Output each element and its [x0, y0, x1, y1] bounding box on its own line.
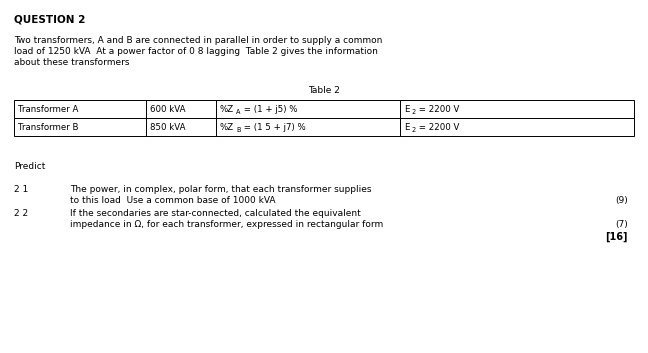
Text: = (1 5 + j7) %: = (1 5 + j7) % — [241, 122, 306, 132]
Text: QUESTION 2: QUESTION 2 — [14, 14, 86, 24]
Text: about these transformers: about these transformers — [14, 58, 130, 67]
Text: %Z: %Z — [220, 104, 234, 114]
Text: Two transformers, A and B are connected in parallel in order to supply a common: Two transformers, A and B are connected … — [14, 36, 382, 45]
Text: The power, in complex, polar form, that each transformer supplies: The power, in complex, polar form, that … — [70, 185, 371, 194]
Bar — [14, 100, 634, 136]
Text: 2: 2 — [411, 108, 415, 114]
Text: impedance in Ω, for each transformer, expressed in rectangular form: impedance in Ω, for each transformer, ex… — [70, 220, 383, 229]
Text: E: E — [404, 122, 410, 132]
Text: (7): (7) — [615, 220, 628, 229]
Text: Predict: Predict — [14, 162, 45, 171]
Text: Transformer B: Transformer B — [18, 122, 78, 132]
Text: to this load  Use a common base of 1000 kVA: to this load Use a common base of 1000 k… — [70, 196, 275, 205]
Text: E: E — [404, 104, 410, 114]
Text: = (1 + j5) %: = (1 + j5) % — [241, 104, 297, 114]
Text: %Z: %Z — [220, 122, 234, 132]
Text: = 2200 V: = 2200 V — [416, 122, 459, 132]
Text: (9): (9) — [615, 196, 628, 205]
Text: B: B — [236, 126, 240, 132]
Text: [16]: [16] — [605, 232, 628, 242]
Text: Transformer A: Transformer A — [18, 104, 78, 114]
Text: = 2200 V: = 2200 V — [416, 104, 459, 114]
Text: load of 1250 kVA  At a power factor of 0 8 lagging  Table 2 gives the informatio: load of 1250 kVA At a power factor of 0 … — [14, 47, 378, 56]
Text: 850 kVA: 850 kVA — [150, 122, 185, 132]
Text: 600 kVA: 600 kVA — [150, 104, 185, 114]
Text: 2 2: 2 2 — [14, 209, 28, 218]
Text: 2 1: 2 1 — [14, 185, 29, 194]
Text: If the secondaries are star-connected, calculated the equivalent: If the secondaries are star-connected, c… — [70, 209, 361, 218]
Text: 2: 2 — [411, 126, 415, 132]
Text: A: A — [236, 108, 240, 114]
Text: Table 2: Table 2 — [308, 86, 340, 95]
